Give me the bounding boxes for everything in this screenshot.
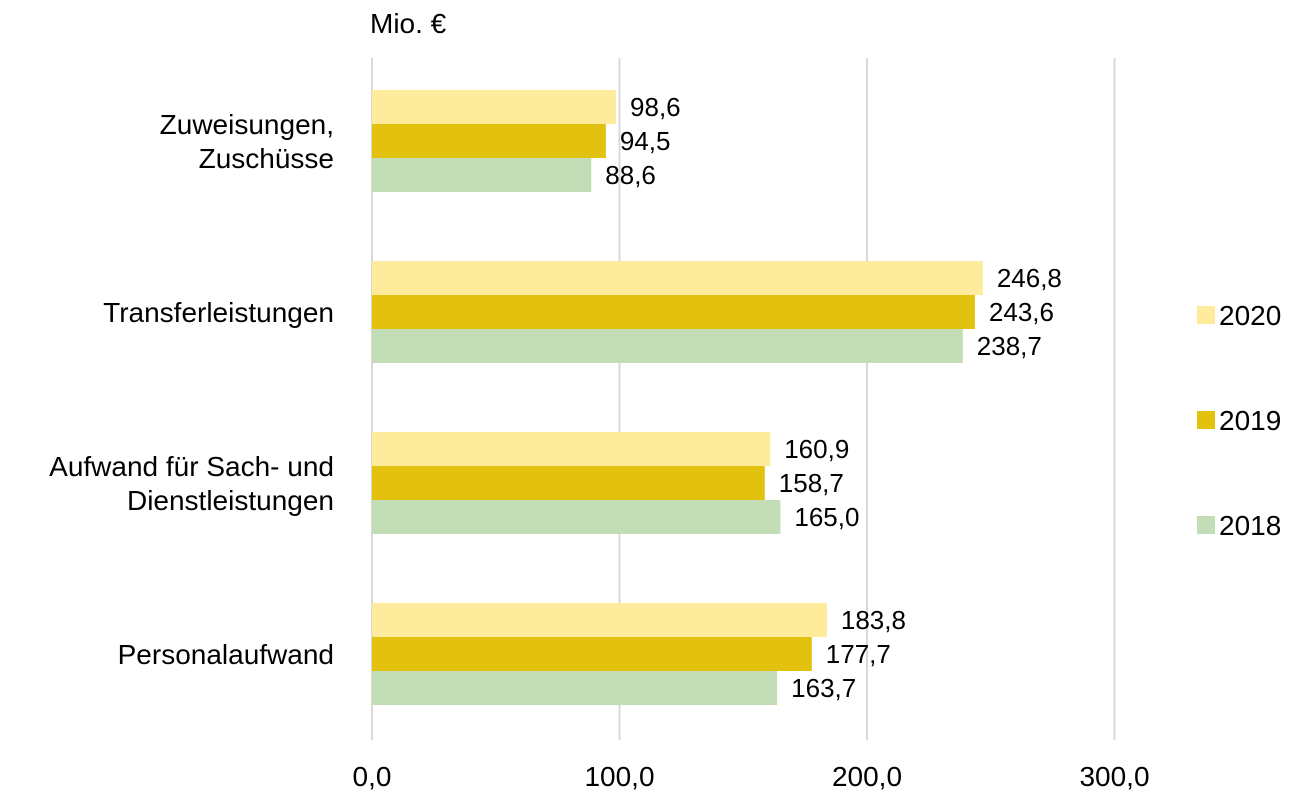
bar-2019-2	[372, 466, 765, 500]
bars	[372, 90, 983, 705]
bar-2019-1	[372, 295, 975, 329]
x-tick-label-1: 100,0	[584, 761, 654, 792]
bar-2020-2	[372, 432, 771, 466]
legend-swatch-2019	[1197, 411, 1215, 429]
category-labels: Zuweisungen, Zuschüsse Transferleistungen A…	[49, 109, 334, 670]
value-label-2018-1: 238,7	[977, 331, 1042, 361]
bar-2020-0	[372, 90, 617, 124]
x-tick-label-0: 0,0	[353, 761, 392, 792]
unit-label: Mio. €	[370, 8, 447, 39]
category-label-1: Transferleistungen	[103, 297, 334, 328]
value-label-2019-0: 94,5	[620, 126, 671, 156]
category-label-2: Aufwand für Sach- und Dienstleistungen	[49, 451, 334, 516]
value-label-2020-2: 160,9	[784, 434, 849, 464]
category-label-3: Personalaufwand	[118, 639, 334, 670]
category-label-0: Zuweisungen, Zuschüsse	[160, 109, 334, 174]
value-label-2020-0: 98,6	[630, 92, 681, 122]
value-label-2019-2: 158,7	[779, 468, 844, 498]
bar-2018-3	[372, 671, 778, 705]
legend-swatch-2020	[1197, 306, 1215, 324]
value-labels: 98,6 94,5 88,6 246,8 243,6 238,7 160,9 158,7 165…	[605, 92, 1062, 703]
legend: 2020 2019 2018	[1197, 300, 1281, 541]
x-tick-label-3: 300,0	[1079, 761, 1149, 792]
legend-label-2020: 2020	[1219, 300, 1281, 331]
value-label-2018-2: 165,0	[794, 502, 859, 532]
value-label-2019-1: 243,6	[989, 297, 1054, 327]
bar-2020-1	[372, 261, 983, 295]
x-tick-label-2: 200,0	[832, 761, 902, 792]
bar-2019-0	[372, 124, 606, 158]
bar-2019-3	[372, 637, 812, 671]
legend-label-2018: 2018	[1219, 510, 1281, 541]
legend-label-2019: 2019	[1219, 405, 1281, 436]
bar-2020-3	[372, 603, 827, 637]
value-label-2018-0: 88,6	[605, 160, 656, 190]
value-label-2020-3: 183,8	[841, 605, 906, 635]
value-label-2019-3: 177,7	[826, 639, 891, 669]
legend-swatch-2018	[1197, 516, 1215, 534]
bar-2018-1	[372, 329, 963, 363]
bar-2018-2	[372, 500, 781, 534]
bar-2018-0	[372, 158, 592, 192]
value-label-2018-3: 163,7	[791, 673, 856, 703]
x-tick-labels: 0,0 100,0 200,0 300,0	[353, 761, 1150, 792]
value-label-2020-1: 246,8	[997, 263, 1062, 293]
